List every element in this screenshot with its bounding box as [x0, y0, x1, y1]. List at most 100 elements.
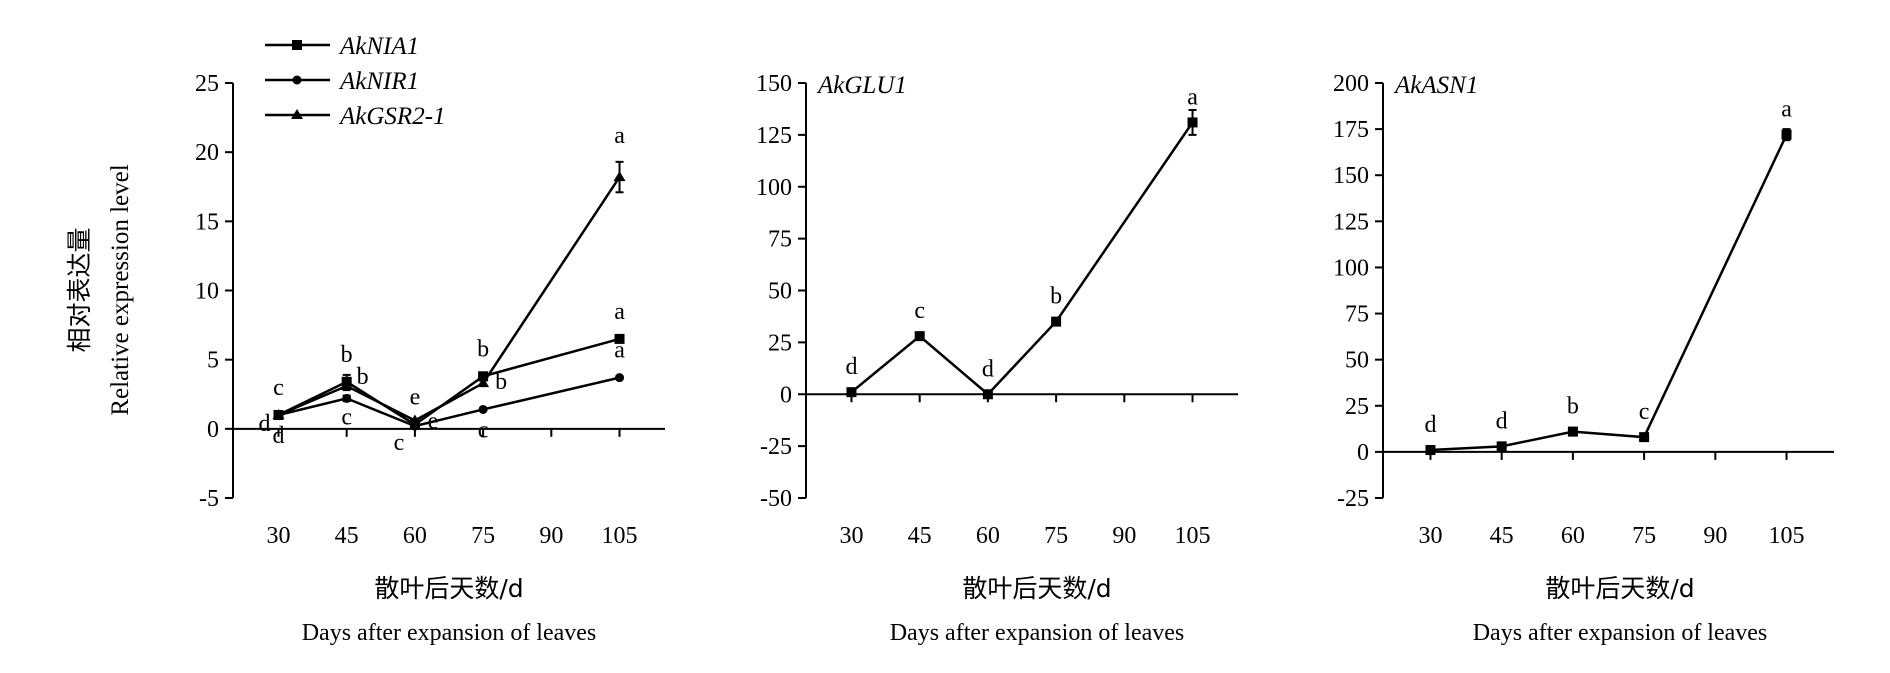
y-tick-label: 25 [768, 330, 792, 356]
data-point [614, 333, 625, 344]
y-tick-label: 10 [195, 279, 219, 305]
x-axis-title-en: Days after expansion of leaves [302, 620, 597, 646]
y-tick-label: 75 [1345, 302, 1369, 328]
significance-label: b [1567, 394, 1579, 420]
legend-label: AkNIA1 [338, 33, 419, 60]
data-point [1496, 441, 1507, 452]
significance-label: c [1639, 399, 1650, 425]
data-point [1425, 445, 1436, 456]
data-point [340, 379, 353, 390]
y-tick-label: 25 [1345, 394, 1369, 420]
y-tick-label: 15 [195, 209, 219, 235]
data-point [1567, 426, 1578, 437]
x-axis-title-en: Days after expansion of leaves [1473, 620, 1768, 646]
x-axis-title-en: Days after expansion of leaves [890, 620, 1185, 646]
significance-label: d [1424, 412, 1436, 438]
data-point [615, 373, 625, 383]
y-tick-label: 175 [1333, 117, 1369, 143]
x-tick-label: 60 [976, 523, 1000, 549]
significance-label: b [477, 336, 489, 362]
legend: AkNIA1 AkNIR1 AkGSR2-1 [265, 33, 446, 130]
x-tick-label: 90 [1703, 523, 1727, 549]
x-tick-label: 90 [1112, 523, 1136, 549]
significance-label: a [1187, 84, 1198, 110]
significance-label: c [394, 430, 405, 456]
y-tick-label: 200 [1333, 71, 1369, 97]
significance-label: c [341, 404, 352, 430]
legend-marker [291, 109, 303, 119]
significance-label: e [428, 409, 439, 435]
data-point [1051, 316, 1062, 327]
y-axis-title-en: Relative expression level [107, 164, 134, 415]
x-tick-label: 45 [335, 523, 359, 549]
data-point [342, 393, 352, 403]
data-point [1639, 432, 1650, 443]
significance-label: e [410, 385, 421, 411]
x-tick-label: 105 [1769, 523, 1805, 549]
x-tick-label: 45 [908, 523, 932, 549]
y-tick-label: 0 [780, 382, 792, 408]
x-tick-label: 45 [1490, 523, 1514, 549]
data-point [272, 409, 285, 419]
significance-label: d [982, 356, 994, 382]
x-axis-title-cn: 散叶后天数/d [962, 574, 1111, 603]
y-tick-label: 50 [1345, 348, 1369, 374]
x-tick-label: 75 [1632, 523, 1656, 549]
x-tick-label: 30 [266, 523, 290, 549]
legend-label: AkGSR2-1 [338, 103, 446, 130]
significance-label: a [614, 299, 625, 325]
y-tick-label: 150 [756, 71, 792, 97]
legend-label: AkNIR1 [338, 68, 419, 95]
panel-title: AkGLU1 [816, 72, 907, 99]
series-line [277, 337, 620, 427]
y-tick-label: 125 [1333, 209, 1369, 235]
data-point [982, 389, 993, 400]
y-tick-label: 0 [207, 417, 219, 443]
significance-label: a [614, 338, 625, 364]
y-axis-title-cn: 相对表达量 [65, 227, 94, 352]
x-axis-title-cn: 散叶后天数/d [1545, 574, 1694, 603]
y-tick-label: 25 [195, 71, 219, 97]
legend-marker [292, 75, 302, 85]
x-axis-title-cn: 散叶后天数/d [374, 574, 523, 603]
chart-panel-2: -50 -25 0 25 50 75 100 125 150 30 45 60 75 90 105 散叶后天数… [756, 71, 1238, 646]
x-tick-label: 90 [539, 523, 563, 549]
significance-label: c [478, 417, 489, 443]
y-tick-label: 20 [195, 140, 219, 166]
data-point [477, 377, 490, 388]
x-tick-label: 60 [403, 523, 427, 549]
significance-label: d [845, 354, 857, 380]
chart-panel-3: -25 0 25 50 75 100 125 150 175 200 30 45 60 75 90 105 散叶… [1333, 71, 1834, 646]
panel-title: AkASN1 [1393, 72, 1478, 99]
data-point [1781, 129, 1792, 140]
significance-label: b [495, 369, 507, 395]
data-point [1187, 117, 1198, 128]
data-point [478, 371, 489, 382]
legend-marker [292, 40, 302, 50]
x-tick-label: 75 [471, 523, 495, 549]
x-tick-label: 60 [1561, 523, 1585, 549]
y-tick-label: -5 [199, 486, 219, 512]
y-tick-label: 0 [1357, 440, 1369, 466]
significance-label: d [258, 411, 270, 437]
significance-label: b [1050, 284, 1062, 310]
significance-label: c [273, 375, 284, 401]
y-tick-label: 75 [768, 227, 792, 253]
series-line [1430, 134, 1788, 452]
y-tick-label: 100 [756, 175, 792, 201]
data-point [478, 404, 488, 414]
significance-label: c [914, 298, 925, 324]
y-tick-label: 50 [768, 279, 792, 305]
y-tick-label: -25 [760, 434, 792, 460]
data-point [846, 387, 857, 398]
significance-label: a [614, 123, 625, 149]
chart-panel-1: -5 0 5 10 15 20 25 30 45 60 75 90 105 散叶后天数/d Days aft… [65, 33, 665, 646]
series-line [277, 176, 621, 422]
y-tick-label: 100 [1333, 255, 1369, 281]
significance-label: b [341, 342, 353, 368]
y-tick-label: 125 [756, 123, 792, 149]
significance-label: d [1496, 408, 1508, 434]
data-point [408, 414, 421, 425]
x-tick-label: 30 [839, 523, 863, 549]
